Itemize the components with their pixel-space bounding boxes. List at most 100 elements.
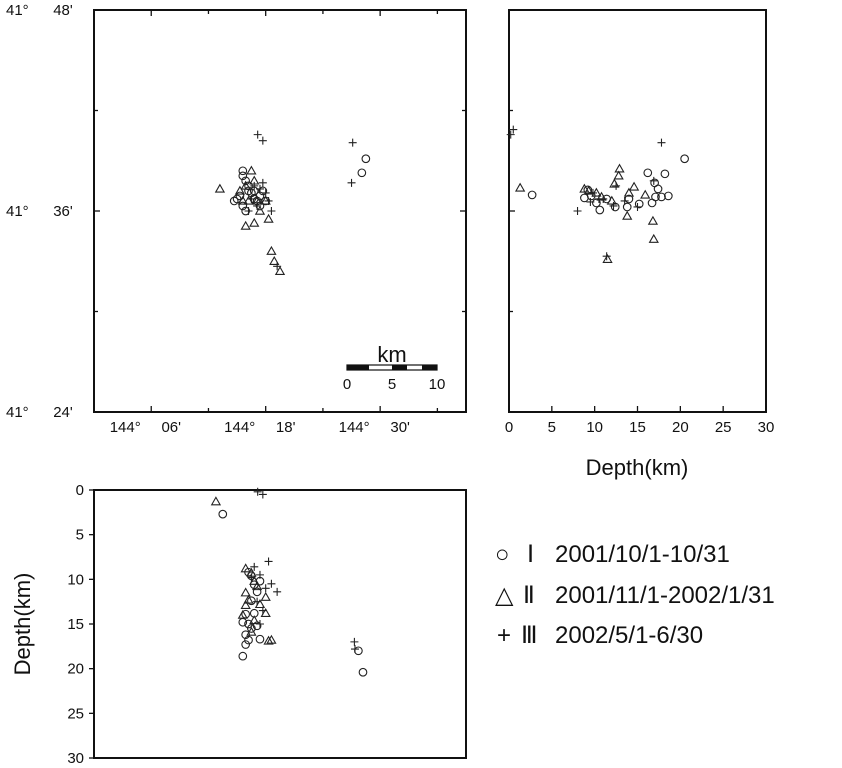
lon-depth-point-iii — [350, 645, 359, 654]
lon-depth-point-i — [218, 509, 228, 519]
lat-depth-point-iii — [509, 125, 518, 134]
lon-depth-point-i — [255, 634, 265, 644]
lon-depth-point-i — [238, 651, 248, 661]
lon-depth-point-ii — [240, 563, 251, 573]
map-point-ii — [214, 183, 226, 193]
lon-depth-point-ii — [251, 581, 263, 591]
map-point-i — [238, 201, 248, 211]
legend-entry-2: △ Ⅱ 2001/11/1-2002/1/31 — [495, 582, 775, 609]
lon-depth-point-ii — [266, 634, 277, 644]
lat-depth-point-ii — [614, 163, 625, 173]
lat-depth-point-ii — [514, 182, 526, 192]
map-point-ii — [243, 195, 254, 205]
lat-depth-point-iii — [657, 138, 666, 147]
lon-depth-point-i — [358, 667, 368, 677]
lon-depth-point-ii — [237, 609, 248, 619]
scale-bar-segment-3 — [422, 365, 437, 370]
lat-depth-point-iii — [586, 197, 595, 206]
lat-depth-point-i — [660, 169, 670, 179]
map-point-i — [361, 154, 371, 164]
map-point-ii — [240, 220, 251, 230]
lon-depth-point-ii — [260, 591, 271, 601]
lon-depth-y-tick-label: 5 — [76, 527, 84, 544]
lat-depth-point-iii — [588, 188, 597, 197]
map-y-tick-label-deg: 41° — [6, 404, 29, 421]
lon-depth-point-i — [247, 624, 256, 633]
lat-depth-point-i — [643, 168, 653, 178]
lon-depth-point-i — [244, 635, 253, 645]
lon-depth-point-iii — [264, 557, 273, 566]
lat-depth-point-ii — [648, 233, 659, 243]
lat-depth-point-ii — [640, 189, 651, 199]
lon-depth-point-iii — [258, 490, 267, 499]
legend-text-3: 2002/5/1-6/30 — [555, 622, 703, 649]
legend-numeral-2: Ⅱ — [523, 582, 535, 609]
lat-depth-x-tick-label: 20 — [672, 419, 689, 436]
lon-depth-frame — [93, 489, 467, 759]
map-point-iii — [347, 178, 356, 187]
lon-depth-y-tick-label: 25 — [67, 705, 84, 722]
lon-depth-point-ii — [243, 594, 254, 604]
lon-depth-y-tick-label: 15 — [67, 616, 84, 633]
lon-depth-point-iii — [267, 579, 276, 588]
map-point-iii — [267, 207, 276, 215]
map-frame — [93, 9, 467, 413]
lat-depth-point-iii — [633, 202, 642, 211]
lat-depth-frame — [508, 9, 767, 413]
lon-depth-point-iii — [261, 584, 270, 593]
lon-depth-point-ii — [263, 635, 274, 645]
lat-depth-point-ii — [602, 253, 613, 263]
lon-depth-point-ii — [210, 496, 222, 506]
lat-depth-marks — [506, 125, 689, 263]
lon-depth-panel: 0 5 10 15 20 25 30 Depth(km) — [10, 482, 467, 767]
map-y-tick-label-min: 48' — [53, 2, 73, 19]
lat-depth-point-iii — [620, 196, 629, 205]
lat-depth-point-ii — [622, 210, 633, 220]
map-point-ii — [240, 180, 251, 190]
legend-symbol-3: + — [497, 622, 511, 649]
scale-bar-tick-10: 10 — [429, 376, 446, 393]
map-point-i — [241, 176, 251, 186]
legend-symbol-2: △ — [495, 582, 514, 609]
map-point-i — [238, 171, 248, 181]
map-point-ii — [249, 217, 260, 227]
legend-entry-1: ○ Ⅰ 2001/10/1-10/31 — [495, 541, 730, 568]
map-point-ii — [254, 205, 266, 215]
map-point-iii — [348, 138, 357, 147]
lon-depth-marks — [210, 487, 368, 677]
lon-depth-point-iii — [350, 637, 359, 646]
map-x-tick-label-deg: 144° — [224, 419, 255, 436]
lat-depth-point-ii — [606, 195, 617, 205]
legend-symbol-1: ○ — [495, 541, 510, 568]
legend-text-1: 2001/10/1-10/31 — [555, 541, 730, 568]
lon-depth-point-ii — [254, 599, 266, 609]
scale-bar-tick-0: 0 — [343, 376, 351, 393]
legend-numeral-1: Ⅰ — [527, 541, 534, 568]
lon-depth-point-ii — [240, 587, 251, 597]
map-point-i — [357, 168, 367, 178]
lon-depth-point-ii — [240, 599, 251, 609]
lat-depth-point-iii — [594, 194, 603, 203]
map-point-iii — [258, 178, 267, 187]
lon-depth-point-iii — [247, 573, 256, 582]
scale-bar-unit: km — [377, 342, 406, 367]
map-point-iii — [273, 262, 282, 271]
lon-depth-point-ii — [249, 575, 260, 585]
lon-depth-point-iii — [258, 606, 267, 615]
lat-depth-point-ii — [623, 187, 635, 197]
lat-depth-point-iii — [602, 252, 611, 261]
lat-depth-x-tick-label: 10 — [586, 419, 603, 436]
lon-depth-point-ii — [249, 615, 260, 625]
legend-text-2: 2001/11/1-2002/1/31 — [555, 582, 775, 609]
lon-depth-point-i — [247, 596, 256, 606]
lon-depth-point-i — [354, 646, 363, 656]
map-y-tick-label-min: 36' — [53, 203, 73, 220]
map-point-iii — [247, 194, 256, 203]
map-point-ii — [237, 195, 248, 205]
lon-depth-point-iii — [255, 620, 264, 628]
scale-bar: km 0 5 10 — [343, 342, 446, 393]
lat-depth-point-i — [657, 192, 666, 202]
map-point-iii — [258, 136, 267, 145]
legend-numeral-3: Ⅲ — [521, 622, 538, 649]
map-point-iii — [250, 181, 259, 190]
